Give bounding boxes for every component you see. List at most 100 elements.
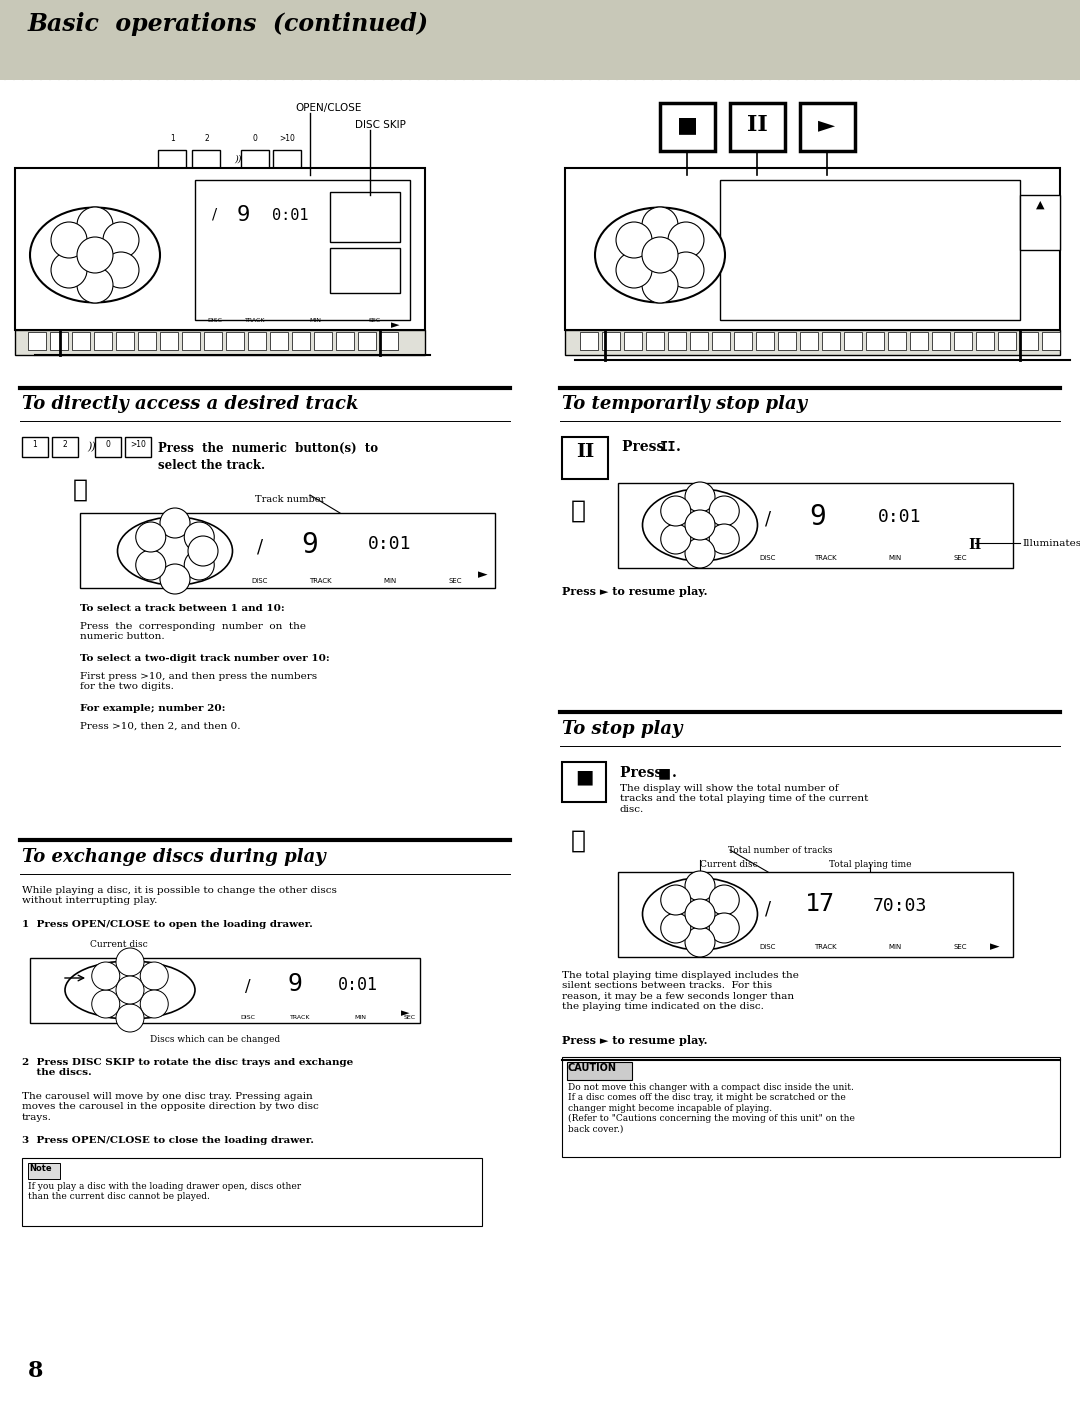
Text: 2  Press DISC SKIP to rotate the disc trays and exchange
    the discs.: 2 Press DISC SKIP to rotate the disc tra…	[22, 1057, 353, 1077]
Text: Press ► to resume play.: Press ► to resume play.	[562, 1035, 707, 1046]
Text: SEC: SEC	[954, 943, 967, 950]
Bar	[618, 483, 1013, 567]
Text: 9: 9	[810, 503, 826, 531]
Bar	[80, 513, 495, 589]
Bar	[195, 180, 410, 320]
Text: Track number: Track number	[255, 496, 325, 504]
Bar	[618, 872, 1013, 957]
Bar	[15, 168, 426, 329]
Bar	[380, 332, 399, 351]
Ellipse shape	[30, 207, 160, 303]
Bar	[28, 1163, 60, 1178]
Text: Total playing time: Total playing time	[828, 860, 912, 869]
Text: .: .	[672, 766, 677, 780]
Bar	[888, 332, 906, 351]
Bar	[273, 151, 301, 170]
Bar	[565, 329, 1059, 355]
Text: While playing a disc, it is possible to change the other discs
without interrupt: While playing a disc, it is possible to …	[22, 886, 337, 905]
Text: 0:01: 0:01	[272, 208, 308, 222]
Circle shape	[77, 237, 113, 273]
Bar	[800, 103, 855, 151]
Bar	[292, 332, 310, 351]
Text: Illuminates: Illuminates	[1022, 539, 1080, 548]
Bar	[314, 332, 332, 351]
Circle shape	[685, 510, 715, 541]
Bar	[1020, 194, 1059, 251]
Text: MIN: MIN	[889, 943, 902, 950]
Bar	[248, 332, 266, 351]
Bar	[730, 103, 785, 151]
Text: 1  Press OPEN/CLOSE to open the loading drawer.: 1 Press OPEN/CLOSE to open the loading d…	[22, 919, 313, 929]
Text: Press >10, then 2, and then 0.: Press >10, then 2, and then 0.	[80, 722, 241, 731]
Circle shape	[51, 252, 87, 289]
Circle shape	[710, 886, 739, 915]
Text: The total playing time displayed includes the
silent sections between tracks.  F: The total playing time displayed include…	[562, 972, 799, 1011]
Bar	[15, 329, 426, 355]
Text: DISC: DISC	[252, 579, 268, 584]
Bar	[22, 1157, 482, 1226]
Bar	[565, 168, 1059, 329]
Text: 0:01: 0:01	[878, 508, 921, 527]
Circle shape	[661, 524, 691, 553]
Circle shape	[116, 948, 144, 976]
Text: Total number of tracks: Total number of tracks	[728, 846, 833, 855]
Bar	[330, 248, 400, 293]
Text: MIN: MIN	[309, 318, 321, 322]
Text: Basic  operations  (continued): Basic operations (continued)	[28, 13, 429, 37]
Text: ■: ■	[676, 114, 698, 137]
Circle shape	[77, 207, 113, 244]
Circle shape	[642, 237, 678, 273]
Circle shape	[136, 522, 165, 552]
Text: 0: 0	[106, 439, 110, 449]
Circle shape	[77, 268, 113, 303]
Text: II: II	[969, 538, 982, 552]
Circle shape	[140, 962, 168, 990]
Text: TRACK: TRACK	[309, 579, 332, 584]
Bar	[30, 957, 420, 1024]
Bar	[580, 332, 598, 351]
Bar	[22, 436, 48, 458]
Text: 1: 1	[32, 439, 38, 449]
Bar	[158, 151, 186, 170]
Circle shape	[136, 551, 165, 580]
Text: MIN: MIN	[383, 579, 396, 584]
Text: >10: >10	[130, 439, 146, 449]
Circle shape	[642, 207, 678, 244]
Bar	[822, 332, 840, 351]
Bar	[669, 332, 686, 351]
Ellipse shape	[65, 962, 195, 1019]
Text: The carousel will move by one disc tray. Pressing again
moves the carousel in th: The carousel will move by one disc tray.…	[22, 1093, 319, 1122]
Circle shape	[160, 565, 190, 594]
Circle shape	[710, 912, 739, 943]
Text: 70:03: 70:03	[873, 897, 928, 915]
Circle shape	[685, 926, 715, 957]
Bar	[866, 332, 885, 351]
Bar	[192, 151, 220, 170]
Text: DISC: DISC	[207, 318, 222, 322]
Text: Press: Press	[622, 439, 670, 453]
Text: II: II	[746, 114, 768, 137]
Bar	[562, 762, 606, 803]
Text: )): ))	[234, 155, 242, 163]
Text: ☞: ☞	[570, 500, 585, 522]
Bar	[116, 332, 134, 351]
Text: TRACK: TRACK	[813, 943, 836, 950]
Text: /: /	[245, 979, 251, 995]
Text: DISC: DISC	[760, 555, 777, 560]
Text: SEC: SEC	[954, 555, 967, 560]
Text: DISC: DISC	[241, 1015, 256, 1019]
Text: If you play a disc with the loading drawer open, discs other
than the current di: If you play a disc with the loading draw…	[28, 1181, 301, 1201]
Bar	[843, 332, 862, 351]
Text: 2: 2	[63, 439, 67, 449]
Text: Current disc: Current disc	[90, 941, 148, 949]
Text: Press  the  corresponding  number  on  the
numeric button.: Press the corresponding number on the nu…	[80, 622, 306, 642]
Bar	[567, 1062, 632, 1080]
Bar	[72, 332, 90, 351]
Text: To exchange discs during play: To exchange discs during play	[22, 848, 326, 866]
Bar	[562, 436, 608, 479]
Text: SEC: SEC	[404, 1015, 416, 1019]
Text: /: /	[765, 511, 771, 529]
Text: MIN: MIN	[889, 555, 902, 560]
Circle shape	[185, 551, 214, 580]
Bar	[778, 332, 796, 351]
